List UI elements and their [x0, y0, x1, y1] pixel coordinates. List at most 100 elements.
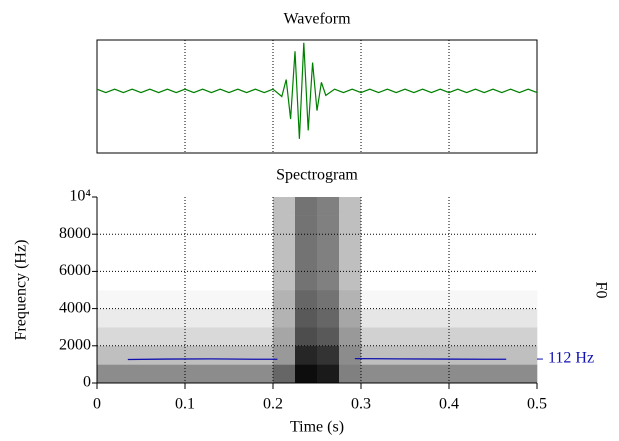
spectrogram-cell: [229, 290, 252, 309]
spectrogram-cell: [185, 197, 208, 216]
spectrogram-cell: [185, 252, 208, 272]
spectrogram-cell: [295, 197, 318, 216]
spectrogram-cell: [119, 271, 142, 291]
spectrogram-cell: [229, 215, 252, 235]
spectrogram-cell: [251, 197, 274, 216]
spectrogram-cell: [251, 327, 274, 347]
spectrogram-cell: [141, 252, 164, 272]
spectrogram-cell: [229, 271, 252, 291]
spectrogram-cell: [471, 308, 494, 328]
spectrogram-cell: [97, 234, 120, 254]
spectrogram-cell: [339, 345, 362, 365]
spectrogram-cell: [405, 271, 428, 291]
spectrogram-cell: [185, 234, 208, 254]
x-tick-label: 0.3: [351, 396, 371, 413]
spectrogram-cell: [97, 345, 120, 365]
spectrogram-cell: [119, 197, 142, 216]
spectrogram-cell: [273, 271, 296, 291]
spectrogram-cell: [273, 197, 296, 216]
spectrogram-cell: [339, 308, 362, 328]
spectrogram-cell: [493, 327, 516, 347]
spectrogram-cell: [339, 215, 362, 235]
spectrogram-cell: [317, 327, 340, 347]
spectrogram-cell: [229, 327, 252, 347]
spectrogram-cell: [383, 364, 406, 384]
spectrogram-cell: [383, 345, 406, 365]
spectrogram-cell: [493, 215, 516, 235]
spectrogram-cell: [405, 364, 428, 384]
spectrogram-cell: [449, 271, 472, 291]
spectrogram-cell: [273, 234, 296, 254]
spectrogram-cell: [339, 252, 362, 272]
spectrogram-cell: [251, 308, 274, 328]
spectrogram-cell: [515, 308, 538, 328]
spectrogram-cell: [119, 345, 142, 365]
y2-tick-label: 112 Hz: [548, 350, 594, 367]
spectrogram-cell: [405, 345, 428, 365]
spectrogram-cell: [317, 197, 340, 216]
spectrogram-cell: [185, 308, 208, 328]
spectrogram-cell: [207, 345, 230, 365]
spectrogram-cell: [317, 308, 340, 328]
spectrogram-cell: [141, 308, 164, 328]
spectrogram-cell: [471, 197, 494, 216]
spectrogram-cell: [427, 308, 450, 328]
waveform-title: Waveform: [283, 11, 351, 28]
spectrogram-cell: [119, 364, 142, 384]
spectrogram-cell: [427, 290, 450, 309]
waveform-line: [96, 42, 538, 139]
spectrogram-cell: [383, 252, 406, 272]
spectrogram-cell: [229, 345, 252, 365]
spectrogram-cell: [273, 364, 296, 384]
spectrogram-cell: [493, 271, 516, 291]
spectrogram-cell: [515, 345, 538, 365]
spectrogram-cell: [163, 252, 186, 272]
spectrogram-cell: [493, 290, 516, 309]
spectrogram-cell: [515, 290, 538, 309]
spectrogram-cell: [119, 234, 142, 254]
spectrogram-cell: [449, 290, 472, 309]
spectrogram-cell: [361, 345, 384, 365]
spectrogram-cell: [427, 364, 450, 384]
spectrogram-cell: [163, 197, 186, 216]
spectrogram-cell: [449, 364, 472, 384]
spectrogram-cell: [317, 234, 340, 254]
spectrogram-cell: [317, 215, 340, 235]
spectrogram-cell: [449, 252, 472, 272]
spectrogram-cell: [97, 308, 120, 328]
spectrogram-cell: [471, 252, 494, 272]
spectrogram-cell: [207, 252, 230, 272]
spectrogram-cell: [141, 290, 164, 309]
spectrogram-cell: [295, 215, 318, 235]
spectrogram-cell: [361, 290, 384, 309]
spectrogram-cell: [427, 215, 450, 235]
y-tick-label: 2000: [59, 336, 91, 353]
spectrogram-cell: [119, 308, 142, 328]
spectrogram-cell: [427, 345, 450, 365]
x-tick-label: 0.2: [263, 396, 283, 413]
spectrogram-cell: [97, 364, 120, 384]
spectrogram-cell: [295, 271, 318, 291]
spectrogram-cell: [361, 271, 384, 291]
spectrogram-cell: [207, 327, 230, 347]
f0-line: [127, 358, 278, 361]
spectrogram-cell: [251, 215, 274, 235]
spectrogram-cell: [295, 290, 318, 309]
spectrogram-cell: [471, 215, 494, 235]
spectrogram-cell: [97, 271, 120, 291]
spectrogram-cell: [339, 364, 362, 384]
spectrogram-cell: [97, 197, 120, 216]
spectrogram-cell: [471, 364, 494, 384]
spectrogram-cell: [493, 345, 516, 365]
spectrogram-cell: [427, 197, 450, 216]
spectrogram-cell: [295, 327, 318, 347]
spectrogram-cell: [207, 215, 230, 235]
spectrogram-cell: [251, 234, 274, 254]
spectrogram-cell: [449, 345, 472, 365]
y2-axis-label: F0: [592, 282, 609, 299]
spectrogram-cell: [339, 197, 362, 216]
spectrogram-cell: [339, 290, 362, 309]
spectrogram-cell: [273, 252, 296, 272]
spectrogram-cell: [383, 234, 406, 254]
spectrogram-cell: [141, 327, 164, 347]
